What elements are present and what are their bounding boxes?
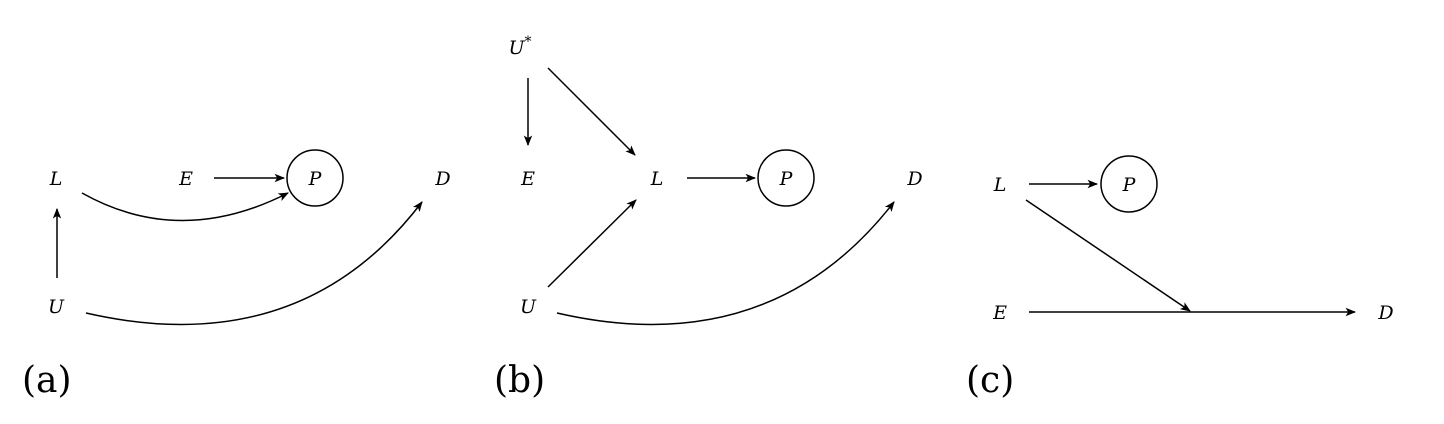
node-a-U: U	[48, 296, 65, 318]
node-c-L: L	[993, 174, 1007, 196]
panel-c: L P E D (c)	[966, 156, 1394, 401]
node-b-L: L	[650, 168, 664, 190]
panel-c-label: (c)	[966, 360, 1014, 401]
panel-a: L E P D U (a)	[22, 150, 451, 401]
edge-b-U-D	[557, 202, 894, 324]
node-a-P: P	[308, 168, 323, 190]
node-a-L: L	[49, 168, 63, 190]
edge-c-L-ED	[1026, 200, 1190, 311]
node-c-P: P	[1122, 174, 1137, 196]
edge-b-U-L	[548, 200, 636, 287]
node-b-E: E	[520, 168, 535, 190]
panel-b: U* E L P D U (b)	[494, 34, 923, 401]
edge-a-L-P	[82, 193, 288, 221]
node-a-D: D	[434, 168, 450, 190]
node-b-Ustar-superscript: *	[525, 34, 532, 50]
node-b-P: P	[779, 168, 794, 190]
panel-a-label: (a)	[22, 360, 72, 401]
node-a-E: E	[178, 168, 193, 190]
node-c-D: D	[1377, 302, 1393, 324]
node-b-D: D	[906, 168, 922, 190]
panel-b-label: (b)	[494, 360, 545, 401]
node-b-Ustar: U*	[508, 34, 531, 59]
node-b-U: U	[520, 296, 537, 318]
node-c-E: E	[992, 302, 1007, 324]
edge-a-U-D	[86, 202, 422, 324]
edge-b-Ustar-L	[548, 68, 635, 155]
